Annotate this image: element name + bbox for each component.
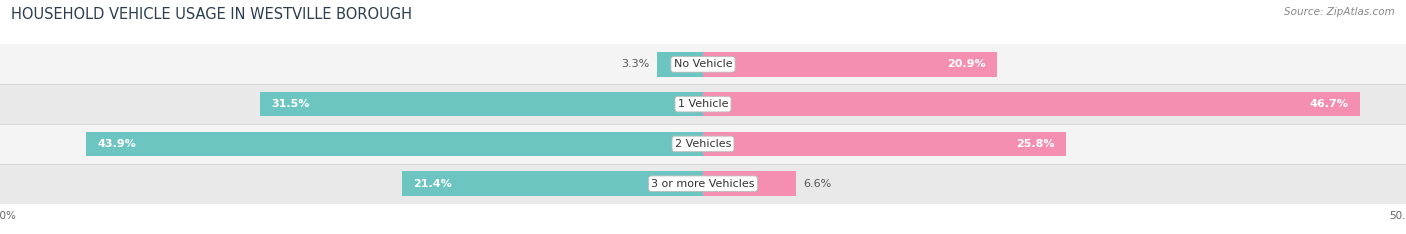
Text: 46.7%: 46.7% [1309,99,1348,109]
Text: 3 or more Vehicles: 3 or more Vehicles [651,179,755,189]
Text: 31.5%: 31.5% [271,99,309,109]
Bar [260,92,703,117]
Bar [703,92,1360,117]
Bar [703,132,1066,156]
Text: No Vehicle: No Vehicle [673,59,733,69]
Bar [402,171,703,196]
Bar [0,84,1406,124]
Bar [0,44,1406,84]
Text: 43.9%: 43.9% [97,139,136,149]
Text: 20.9%: 20.9% [948,59,986,69]
Text: 21.4%: 21.4% [413,179,453,189]
Bar [0,124,1406,164]
Text: Source: ZipAtlas.com: Source: ZipAtlas.com [1284,7,1395,17]
Text: HOUSEHOLD VEHICLE USAGE IN WESTVILLE BOROUGH: HOUSEHOLD VEHICLE USAGE IN WESTVILLE BOR… [11,7,412,22]
Text: 25.8%: 25.8% [1017,139,1054,149]
Text: 6.6%: 6.6% [803,179,831,189]
Bar [703,52,997,77]
Bar [657,52,703,77]
Bar [0,164,1406,204]
Text: 2 Vehicles: 2 Vehicles [675,139,731,149]
Text: 3.3%: 3.3% [621,59,650,69]
Text: 1 Vehicle: 1 Vehicle [678,99,728,109]
Bar [703,171,796,196]
Bar [86,132,703,156]
